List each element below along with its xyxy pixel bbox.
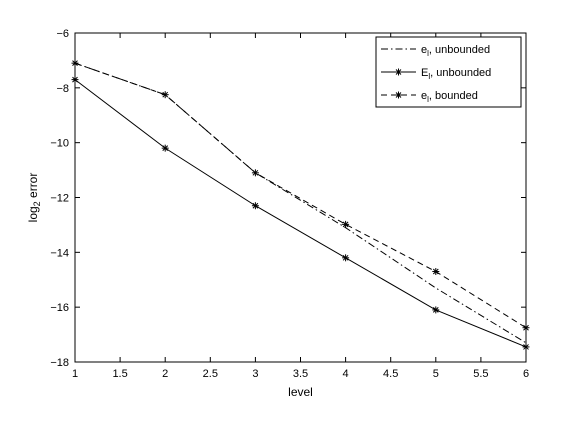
x-tick-label: 1.5 bbox=[112, 368, 127, 380]
series-2-point bbox=[251, 202, 259, 210]
y-tick-label: −12 bbox=[50, 193, 69, 205]
series-3-point bbox=[251, 169, 259, 177]
legend-label-3: el, bounded bbox=[421, 90, 478, 104]
series-3-point bbox=[522, 324, 530, 332]
y-tick-label: −14 bbox=[50, 247, 69, 259]
series-2-point bbox=[432, 306, 440, 314]
x-tick-label: 5.5 bbox=[473, 368, 488, 380]
x-tick-label: 4.5 bbox=[383, 368, 398, 380]
x-tick-label: 3 bbox=[252, 368, 258, 380]
legend-marker-2 bbox=[395, 68, 402, 76]
x-tick-label: 6 bbox=[523, 368, 529, 380]
x-tick-label: 5 bbox=[433, 368, 439, 380]
legend: el, unbounded El, unbounded el, bounded bbox=[375, 36, 522, 108]
y-tick-label: −8 bbox=[56, 83, 69, 95]
y-tick-label: −10 bbox=[50, 138, 69, 150]
series-3-point bbox=[342, 220, 350, 228]
x-tick-label: 4 bbox=[343, 368, 349, 380]
legend-label-2: El, unbounded bbox=[421, 67, 491, 81]
series-line-1 bbox=[74, 62, 527, 344]
legend-marker-3 bbox=[395, 91, 402, 99]
y-axis-label-rest: error bbox=[26, 173, 40, 202]
x-tick-label: 2 bbox=[162, 368, 168, 380]
ticks-layer: 1 1.5 2 2.5 3 3.5 4 4.5 5 5.5 6 −6 −8 −10 −12 −14 −16 −18 bbox=[50, 28, 529, 380]
legend-label-1: el, unbounded bbox=[421, 44, 490, 58]
series-2-point bbox=[522, 343, 530, 351]
y-axis-label: log2 error bbox=[26, 173, 42, 223]
series-2-point bbox=[342, 254, 350, 262]
series-2-point bbox=[71, 76, 79, 84]
x-axis-label: level bbox=[288, 385, 313, 399]
series-2-point bbox=[161, 144, 169, 152]
y-tick-label: −6 bbox=[56, 28, 69, 40]
x-tick-label: 3.5 bbox=[293, 368, 308, 380]
series-3-point bbox=[432, 268, 440, 276]
y-tick-label: −16 bbox=[50, 302, 69, 314]
x-tick-label: 1 bbox=[72, 368, 78, 380]
series-3-point bbox=[71, 59, 79, 67]
y-axis-label-base: log bbox=[26, 206, 40, 222]
y-axis-label-sub: 2 bbox=[32, 201, 42, 206]
series-3-point bbox=[161, 91, 169, 99]
series-layer bbox=[71, 59, 530, 351]
x-tick-label: 2.5 bbox=[203, 368, 218, 380]
series-line-2 bbox=[74, 79, 527, 348]
y-tick-label: −18 bbox=[50, 357, 69, 369]
